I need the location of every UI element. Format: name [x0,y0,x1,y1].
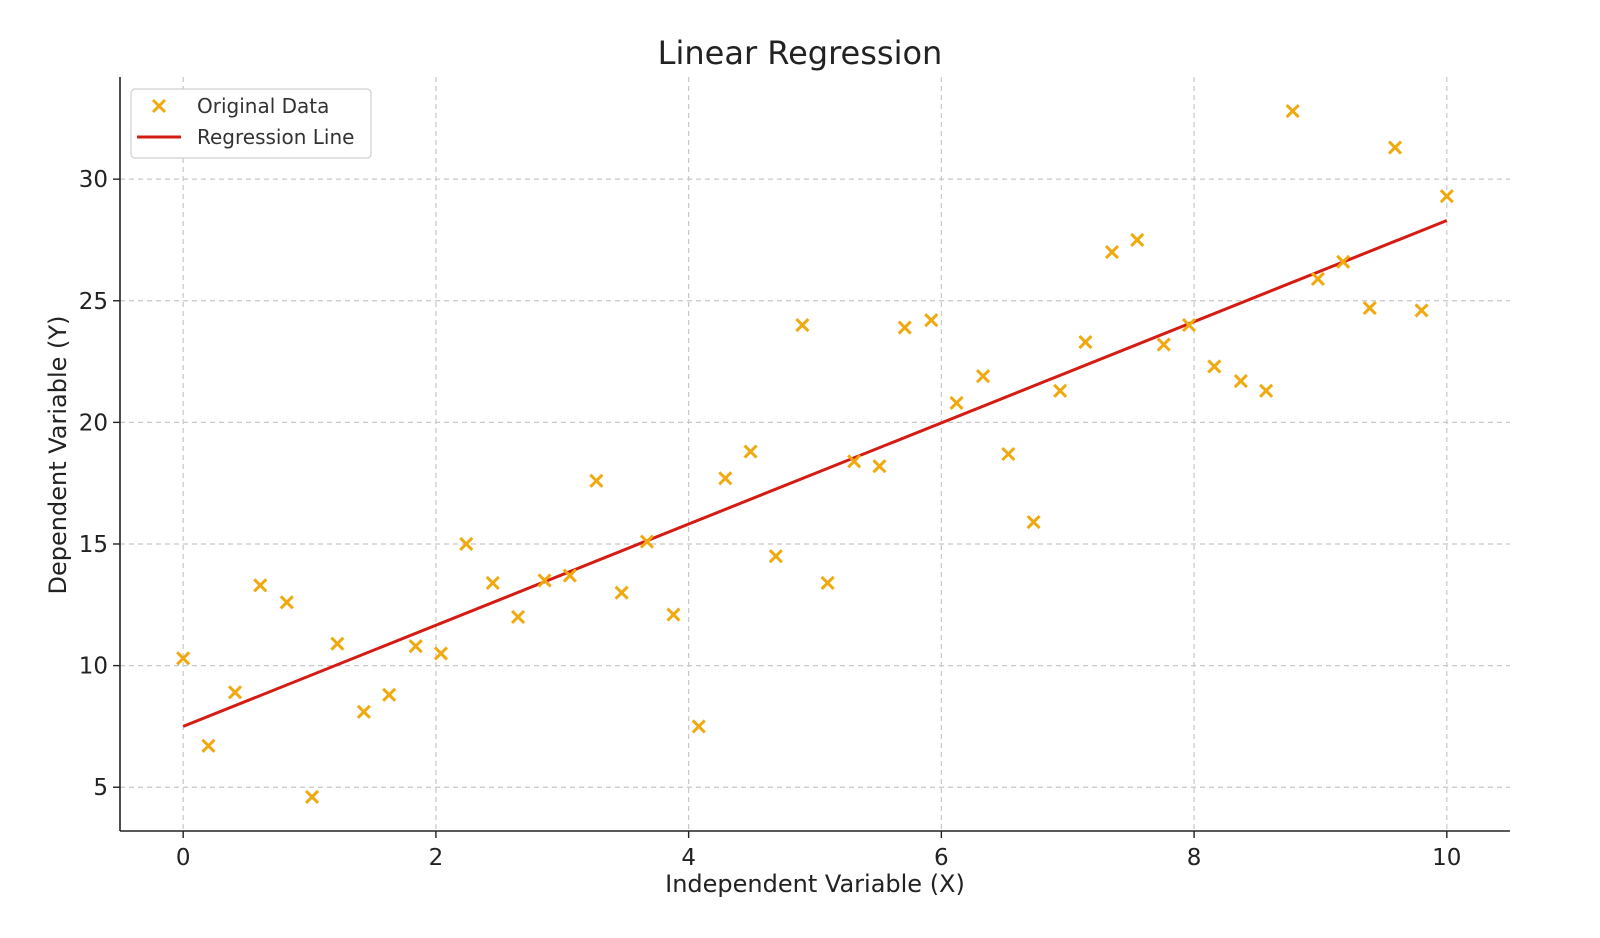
legend: Original Data Regression Line [130,88,372,159]
y-axis-label: Dependent Variable (Y) [44,316,72,595]
data-point [1130,232,1145,248]
x-tick-label: 6 [934,845,949,871]
data-point [1336,254,1351,269]
data-point [614,585,629,600]
data-point [408,639,423,654]
legend-label-regression-line: Regression Line [197,125,354,149]
y-tick-label: 5 [93,775,108,801]
data-point [1233,373,1248,389]
data-point [1310,271,1325,286]
data-point [949,395,964,410]
data-point [356,704,371,719]
data-point [201,738,216,753]
data-point [253,578,268,593]
data-point [433,646,449,661]
data-point [1259,383,1274,398]
data-point [1387,140,1403,155]
data-point [1053,383,1068,398]
data-point [1104,245,1120,260]
data-point [1181,318,1197,333]
x-tick-label: 10 [1432,845,1461,871]
x-tick-label: 2 [429,845,444,871]
y-tick-label: 15 [79,532,108,558]
axis-ticks: 0 2 4 6 8 10 5 10 15 20 25 30 [79,167,1462,871]
data-point [1156,337,1171,352]
y-tick-label: 25 [79,289,108,315]
y-tick-label: 10 [79,654,108,680]
data-point [639,534,654,549]
data-point [872,459,887,474]
data-point [768,549,783,564]
data-point [589,473,604,488]
data-point [382,687,397,702]
y-tick-label: 20 [79,410,108,436]
data-point [897,320,912,335]
data-point [691,719,706,734]
data-point [485,575,500,590]
data-point [1439,189,1454,204]
data-point [1414,303,1429,318]
data-point [847,454,862,469]
regression-line [182,219,1448,728]
x-tick-label: 8 [1187,845,1202,871]
data-point [1026,515,1041,530]
x-tick-label: 0 [176,845,191,871]
data-point [227,685,243,700]
legend-label-original-data: Original Data [197,94,329,118]
data-point [1285,103,1300,119]
data-point [305,789,320,805]
x-axis-label: Independent Variable (X) [665,870,965,898]
data-point [743,444,758,459]
data-point [1001,446,1016,462]
data-point [924,313,939,328]
scatter-points [176,103,1454,805]
data-point [795,318,810,333]
data-point [1207,359,1222,374]
data-point [279,595,294,610]
data-point [459,536,474,552]
chart-title: Linear Regression [658,34,943,72]
y-tick-label: 30 [79,167,108,193]
data-point [666,607,681,622]
data-point [1362,301,1377,316]
data-point [820,575,835,590]
legend-marker-original-data [151,98,167,114]
regression-layer [182,219,1448,728]
data-point [562,568,577,583]
grid [120,77,1510,831]
data-point [537,573,552,588]
data-point [718,471,733,486]
data-point [976,369,991,384]
data-point [330,636,345,651]
data-point [510,609,526,625]
legend-box [130,88,372,159]
x-tick-label: 4 [681,845,696,871]
data-point [176,651,191,666]
data-point [1078,335,1093,350]
